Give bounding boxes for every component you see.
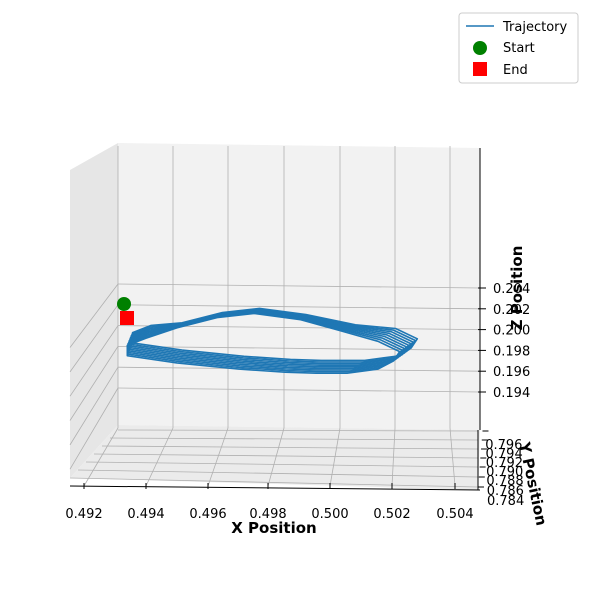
y-tick-label: 0.796	[485, 438, 522, 453]
start-marker	[117, 297, 131, 311]
tick-labels: 0.492 0.494 0.496 0.498 0.500 0.502 0.504 0.194…	[65, 282, 530, 522]
markers	[117, 297, 134, 325]
x-gridline-floor	[329, 427, 341, 487]
z-axis-label: Z Position	[508, 246, 526, 331]
legend-box	[458, 12, 579, 84]
axes	[69, 148, 489, 491]
z-gridline-left	[69, 387, 119, 470]
x-tick-label: 0.504	[436, 507, 473, 522]
z-tick-label: 0.198	[493, 344, 530, 359]
legend: Trajectory Start End	[458, 12, 579, 84]
y-tick-label: 0.786	[487, 484, 524, 499]
end-marker	[120, 311, 134, 325]
legend-trajectory-label: Trajectory	[502, 20, 567, 35]
legend-end-swatch	[473, 62, 487, 76]
z-gridline-back	[117, 304, 481, 310]
z-gridline-left	[69, 304, 119, 373]
trajectory-loop	[131, 307, 419, 362]
legend-start-swatch	[473, 41, 487, 55]
legend-end-label: End	[503, 63, 528, 78]
y-gridline-floor	[77, 469, 479, 478]
z-gridline-back	[117, 387, 481, 393]
z-tick-label: 0.202	[493, 303, 530, 318]
x-gridline-floor	[207, 427, 229, 487]
y-gridline-floor	[85, 461, 479, 468]
z-gridline-left	[69, 366, 119, 446]
x-axis-label: X Position	[231, 519, 316, 537]
x-gridline-floor	[145, 427, 174, 487]
y-tick-label: 0.792	[486, 456, 523, 471]
x-tick-label: 0.496	[189, 507, 226, 522]
x-axis-line	[69, 485, 481, 491]
x-tick-label: 0.500	[311, 507, 348, 522]
y-tick-label: 0.788	[486, 474, 523, 489]
z-gridline-back	[117, 346, 481, 351]
y-gridline-floor	[69, 477, 479, 488]
y-tick-label: 0.794	[486, 447, 523, 462]
z-gridline-left	[69, 283, 119, 348]
floor-pane	[70, 425, 480, 490]
y-gridline-floor	[93, 453, 479, 459]
x-tick-label: 0.498	[249, 507, 286, 522]
y-gridline-floor	[117, 429, 479, 432]
x-tick-label: 0.502	[373, 507, 410, 522]
legend-start-label: Start	[503, 41, 535, 56]
z-gridline-left	[69, 325, 119, 397]
x-gridline-floor	[267, 427, 285, 487]
z-gridline-back	[117, 283, 481, 289]
z-tick-label: 0.200	[493, 324, 530, 339]
z-tick-label: 0.204	[493, 282, 530, 297]
trajectory-series	[126, 307, 419, 374]
y-tick-label: 0.784	[487, 494, 524, 509]
back-pane	[118, 143, 480, 430]
x-tick-label: 0.494	[127, 507, 164, 522]
left-pane	[70, 143, 118, 478]
z-gridline-left	[69, 346, 119, 421]
y-gridline-floor	[109, 437, 479, 441]
x-tick-label: 0.492	[65, 507, 102, 522]
z-tick-label: 0.194	[493, 386, 530, 401]
y-tick-label: 0.790	[486, 465, 523, 480]
z-tick-label: 0.196	[493, 365, 530, 380]
y-gridline-floor	[101, 445, 479, 450]
